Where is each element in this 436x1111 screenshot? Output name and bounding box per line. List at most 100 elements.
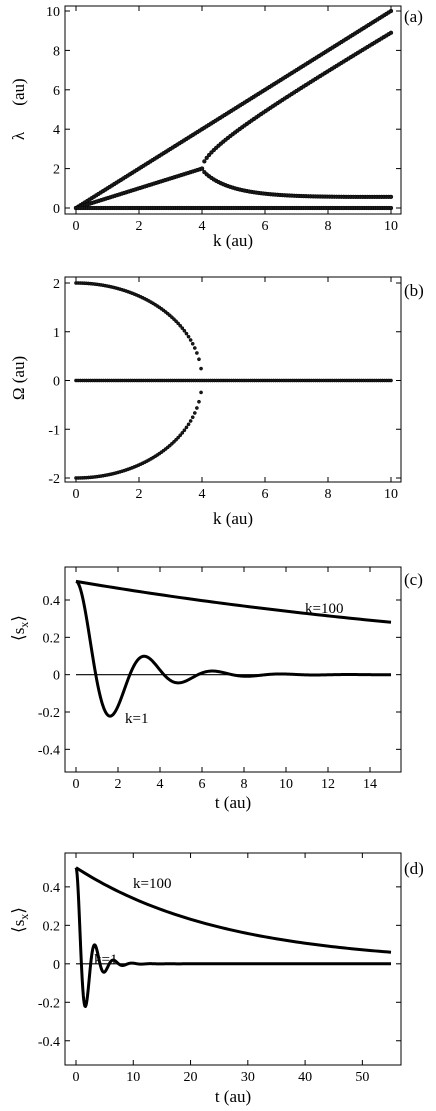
panel-d-frame (64, 852, 402, 1066)
series-omega-upper (195, 351, 199, 355)
panel-b: (b) k (au) Ω (au) (9, 276, 424, 528)
x-tick-label: 0 (73, 487, 80, 502)
panel-a-ylabel: λ (9, 131, 28, 140)
series-omega-upper (186, 334, 191, 339)
series-omega-lower (192, 411, 197, 415)
panel-a-ylabel-unit: (au) (9, 78, 28, 105)
x-tick-label: 0 (73, 1070, 80, 1085)
x-tick-label: 0 (73, 777, 80, 792)
y-tick-label: 1 (53, 326, 60, 341)
series-omega-upper (182, 328, 187, 333)
series-omega-upper (199, 366, 203, 371)
x-tick-label: 4 (199, 487, 206, 502)
x-tick-label: 8 (325, 219, 332, 234)
series-omega-upper (188, 338, 193, 342)
x-tick-label: 20 (184, 1070, 198, 1085)
y-tick-label: 2 (53, 163, 60, 178)
series-lower-branch (388, 194, 394, 199)
x-tick-label: 4 (199, 219, 206, 234)
y-tick-label: 6 (53, 84, 60, 99)
series-omega-upper (180, 326, 185, 330)
panel-a-frame (64, 5, 402, 215)
series-omega-upper (174, 319, 178, 324)
series-omega-lower (190, 415, 195, 420)
panel-b-ylabel: Ω (au) (9, 356, 28, 400)
x-tick-label: 10 (384, 487, 398, 502)
series-omega-zero (389, 378, 393, 383)
series-omega-lower (186, 422, 191, 427)
y-tick-label: -0.2 (38, 996, 60, 1011)
y-tick-label: 0 (53, 669, 60, 684)
series-upper-branch (202, 159, 207, 164)
series-k1 (74, 867, 392, 1008)
panel-c-annotation-k1: k=1 (125, 711, 148, 727)
y-tick-label: 0.2 (43, 919, 61, 934)
x-tick-label: 30 (241, 1070, 255, 1085)
y-tick-label: 0.4 (43, 594, 61, 609)
x-tick-label: 50 (355, 1070, 369, 1085)
x-tick-label: 4 (157, 777, 164, 792)
series-omega-upper (176, 321, 180, 326)
y-tick-label: 0 (53, 375, 60, 390)
panel-b-label: (b) (404, 281, 424, 300)
x-tick-label: 12 (321, 777, 335, 792)
panel-b-xlabel: k (au) (213, 509, 253, 528)
y-tick-label: -0.4 (38, 1035, 60, 1050)
panel-c: (c) t (au) ⟨sx⟩ k=100 k=1 (9, 566, 423, 812)
series-omega-lower (176, 435, 180, 440)
series-omega-lower (184, 425, 189, 430)
x-tick-label: 0 (73, 219, 80, 234)
y-tick-label: 0 (53, 958, 60, 973)
series-omega-lower (199, 390, 203, 395)
series-k100 (75, 579, 392, 624)
svg-text:⟨sx⟩: ⟨sx⟩ (9, 615, 31, 641)
svg-text:⟨sx⟩: ⟨sx⟩ (9, 907, 31, 933)
panel-d-annotation-k100: k=100 (133, 876, 171, 892)
x-tick-label: 14 (363, 777, 377, 792)
series-omega-lower (174, 437, 178, 442)
panel-a-label: (a) (404, 7, 423, 26)
x-tick-label: 6 (262, 487, 269, 502)
series-omega-lower (195, 406, 199, 410)
panel-d: (d) t (au) ⟨sx⟩ k=100 k=1 (9, 852, 424, 1106)
series-lambda-zero (388, 205, 394, 211)
y-tick-label: 0.4 (43, 881, 61, 896)
panel-d-label: (d) (404, 859, 424, 878)
series-omega-upper (190, 341, 195, 346)
panel-a-xlabel: k (au) (213, 231, 253, 250)
series-omega-lower (180, 431, 185, 435)
x-tick-label: 10 (126, 1070, 140, 1085)
x-tick-label: 2 (115, 777, 122, 792)
series-omega-upper (192, 346, 197, 350)
y-tick-label: 2 (53, 277, 60, 292)
x-tick-label: 6 (262, 219, 269, 234)
x-tick-label: 8 (325, 487, 332, 502)
y-tick-label: -0.4 (38, 743, 60, 758)
series-omega-lower (188, 419, 193, 423)
x-tick-label: 2 (136, 487, 143, 502)
series-omega-upper (178, 323, 183, 328)
x-tick-label: 10 (279, 777, 293, 792)
y-tick-label: -0.2 (38, 706, 60, 721)
series-omega-upper (197, 357, 201, 362)
series-omega-lower (178, 433, 183, 438)
x-tick-label: 8 (241, 777, 248, 792)
panel-c-frame (64, 566, 402, 773)
series-upper-branch (388, 30, 394, 35)
series-k1 (75, 579, 392, 718)
y-tick-label: 0.2 (43, 631, 61, 646)
series-lambda-k (388, 8, 394, 14)
y-tick-label: -1 (48, 423, 60, 438)
x-tick-label: 6 (199, 777, 206, 792)
y-tick-label: 10 (46, 5, 60, 20)
panel-c-xlabel: t (au) (215, 793, 251, 812)
series-lower-branch (199, 166, 205, 171)
x-tick-label: 2 (136, 219, 143, 234)
series-upper-branch (204, 155, 209, 161)
panel-c-ylabel: ⟨sx⟩ (9, 615, 31, 641)
y-tick-label: 0 (53, 202, 60, 217)
y-tick-label: -2 (48, 472, 60, 487)
panel-b-frame (64, 276, 402, 483)
